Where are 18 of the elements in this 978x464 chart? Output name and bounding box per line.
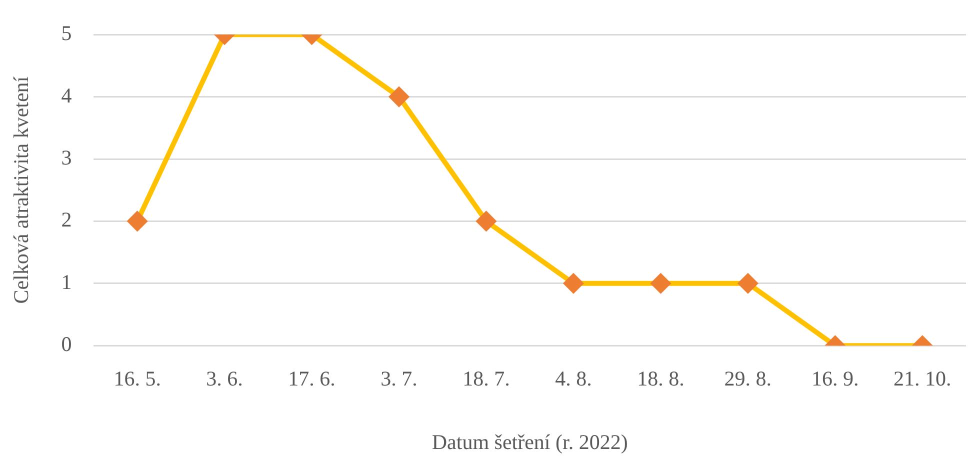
x-tick-label: 17. 6.: [288, 366, 336, 391]
x-tick-label: 18. 7.: [462, 366, 510, 391]
x-tick-label: 3. 6.: [206, 366, 243, 391]
x-tick-label: 16. 9.: [812, 366, 859, 391]
x-tick-label: 18. 8.: [637, 366, 684, 391]
y-tick-label: 0: [61, 332, 72, 356]
x-axis-title: Datum šetření (r. 2022): [432, 430, 628, 454]
x-tick-label: 4. 8.: [555, 366, 592, 391]
y-tick-label: 2: [61, 208, 72, 232]
x-tick-label: 29. 8.: [724, 366, 772, 391]
x-tick-label: 3. 7.: [380, 366, 418, 391]
x-tick-label: 21. 10.: [894, 366, 952, 391]
y-tick-label: 5: [61, 21, 72, 46]
y-tick-label: 3: [61, 146, 72, 170]
y-tick-label: 1: [61, 270, 72, 294]
y-tick-label: 4: [61, 83, 72, 108]
y-axis-title: Celková atraktivita kvetení: [9, 76, 34, 304]
x-tick-label: 16. 5.: [114, 366, 161, 391]
